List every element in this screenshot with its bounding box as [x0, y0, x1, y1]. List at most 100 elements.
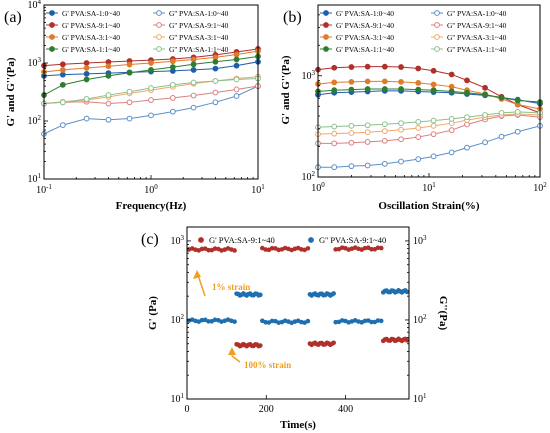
panel-a-point-2-9: [233, 51, 240, 58]
panel-c-point-1-3-14: [331, 291, 336, 296]
panel-b-point-1-1: [331, 64, 338, 71]
panel-c-annotations: 1% strain 100% strain: [193, 270, 291, 370]
panel-b-point-1-6: [415, 65, 422, 72]
panel-b-point-5-7: [430, 131, 437, 138]
panel-b-xtick-label-0: 100: [311, 181, 325, 194]
panel-a-xtick-label-1: 100: [144, 183, 158, 196]
panel-a-point-7-5: [148, 85, 154, 91]
panel-b-legend-label-1: G' PVA:SA-9:1~40: [336, 21, 394, 30]
panel-b-legend-label-3: G' PVA:SA-1:1~40: [336, 45, 394, 54]
panel-c-point-1-1-14: [258, 292, 263, 298]
panel-b-point-3-7: [430, 87, 437, 94]
panel-c-point-0-0-14: [232, 248, 237, 253]
panel-c-xlabel: Time(s): [280, 419, 316, 431]
arrow-100pct-strain: [231, 355, 241, 363]
panel-c-plot-frame: [186, 226, 410, 400]
panel-a-point-2-4: [126, 61, 133, 68]
panel-c-marks: [186, 245, 410, 349]
panel-b-point-1-4: [381, 63, 388, 70]
panel-b-point-5-4: [381, 137, 388, 144]
panel-b-point-3-1: [331, 87, 338, 94]
panel-a-axes: 10-1 100 101 101 102 103 104: [28, 0, 266, 196]
panel-a-point-1-2: [83, 60, 90, 66]
panel-b-point-4-2: [348, 163, 355, 170]
panel-b-xlabel: Oscillation Strain(%): [378, 200, 479, 212]
panel-b-point-7-5: [398, 120, 404, 127]
panel-b-marks: [315, 63, 543, 171]
panel-b-point-6-4: [381, 128, 388, 135]
panel-b-legend-label-6: G'' PVA:SA-3:1~40: [447, 33, 507, 42]
panel-b-point-2-2: [348, 78, 355, 85]
panel-b-point-7-9: [464, 114, 470, 121]
panel-b-point-4-7: [430, 153, 437, 160]
panel-b-legend-label-5: G'' PVA:SA-9:1~40: [447, 21, 507, 30]
panel-a-point-4-9: [233, 93, 240, 99]
panel-c-point-1-5-14: [404, 289, 410, 295]
panel-b-point-4-10: [482, 139, 488, 146]
panel-a-legend-marker-7: [156, 46, 162, 52]
panel-b-legend-label-2: G' PVA:SA-3:1~40: [336, 33, 394, 42]
panel-b-point-7-10: [482, 112, 488, 118]
panel-c-xtick-label-2: 400: [338, 404, 353, 415]
panel-a-legend-label-5: G'' PVA:SA-9:1~40: [169, 21, 229, 30]
panel-c-legend-label-0: G' PVA:SA-9:1~40: [209, 235, 275, 245]
panel-a-xtick-label-0: 10-1: [36, 183, 52, 196]
panel-b-point-4-11: [498, 133, 505, 140]
panel-a-legend-marker-1: [49, 22, 55, 28]
panel-a-point-5-9: [233, 86, 240, 93]
panel-b-point-3-9: [464, 89, 470, 96]
panel-c-label: (c): [141, 231, 159, 248]
panel-b-legend: G' PVA:SA-1:0~40 G' PVA:SA-9:1~40 G' PVA:S…: [320, 9, 507, 54]
panel-a-point-0-2: [83, 70, 90, 77]
panel-b-series-line-5: [318, 114, 541, 144]
panel-a-point-4-8: [212, 99, 219, 106]
panel-a-point-0-9: [233, 62, 240, 69]
panel-a-xtick-label-2: 101: [251, 183, 265, 196]
panel-a-ytick-label-1: 102: [28, 114, 42, 127]
panel-c-legend-marker-0: [198, 237, 204, 243]
panel-a-point-3-6: [169, 64, 176, 70]
panel-a-series-line-4: [43, 85, 259, 135]
panel-b-point-4-6: [415, 156, 422, 163]
annotation-100pct-strain: 100% strain: [244, 360, 291, 370]
panel-a-point-4-5: [148, 112, 154, 119]
panel-a-point-0-8: [212, 65, 219, 72]
panel-a-point-7-7: [190, 79, 197, 86]
panel-a-point-1-1: [59, 61, 66, 68]
panel-b-ytick-label-1: 103: [302, 69, 316, 82]
panel-b-point-1-8: [448, 71, 455, 78]
panel-a-point-7-2: [83, 96, 90, 102]
panel-b-point-6-5: [398, 126, 404, 133]
panel-a-point-7-9: [233, 76, 240, 83]
panel-b-legend-marker-1: [323, 22, 329, 28]
arrowhead-1pct-strain: [193, 270, 201, 279]
panel-b-point-6-1: [331, 130, 338, 137]
panel-a-point-3-7: [190, 61, 197, 68]
panel-a-legend-label-3: G' PVA:SA-1:1~40: [62, 45, 120, 54]
panel-a-point-4-4: [126, 115, 133, 122]
panel-a-point-4-1: [59, 122, 66, 128]
panel-b-point-2-6: [415, 80, 422, 86]
panel-b-legend-marker-6: [434, 34, 440, 40]
panel-c-legend: G' PVA:SA-9:1~40 G'' PVA:SA-9:1~40: [198, 235, 386, 245]
panel-a-marks: [41, 46, 261, 137]
panel-b-point-7-7: [430, 117, 437, 124]
panel-b-legend-label-7: G'' PVA:SA-1:1~40: [447, 45, 507, 54]
panel-b-point-4-1: [331, 164, 338, 171]
panel-c-xtick-label-1: 200: [259, 404, 274, 415]
panel-a-point-7-1: [59, 99, 66, 106]
panel-b-point-7-6: [415, 119, 422, 125]
panel-b-point-1-5: [398, 64, 404, 70]
panel-c-point-1-4-14: [378, 318, 384, 324]
panel-a-point-5-6: [169, 95, 176, 101]
panel-b-point-2-1: [331, 79, 338, 86]
panel-a-legend-marker-5: [156, 22, 162, 28]
panel-b-point-6-3: [364, 129, 371, 136]
panel-b-legend-marker-7: [434, 46, 440, 52]
panel-b-point-3-2: [348, 86, 355, 93]
panel-a-legend-marker-6: [156, 34, 162, 40]
panel-c-xtick-label-0: 0: [185, 404, 190, 415]
panel-b-point-7-1: [331, 123, 338, 130]
